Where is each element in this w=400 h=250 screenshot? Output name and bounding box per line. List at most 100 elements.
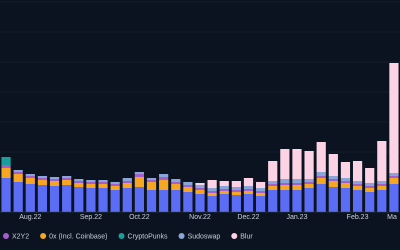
bar-segment (352, 184, 363, 186)
bar-segment (328, 154, 338, 176)
bar-segment (171, 182, 181, 184)
bar-segment (134, 172, 144, 174)
bar-segment (243, 178, 254, 186)
bar-segment (231, 195, 241, 212)
bar-segment (74, 183, 84, 187)
bar-segment (146, 190, 157, 212)
bar-segment (340, 188, 351, 212)
bar-segment (377, 181, 387, 184)
bar-segment (13, 174, 23, 182)
legend-label: Sudoswap (188, 233, 221, 240)
bar-segment (256, 193, 266, 196)
bar-segment (49, 177, 60, 179)
bar-segment (243, 194, 254, 212)
bar-segment (86, 188, 96, 212)
bar-segment (365, 168, 375, 183)
bar-segment (134, 187, 144, 212)
legend-label: CryptoPunks (127, 233, 168, 240)
bar-segment (268, 161, 278, 181)
bar-segment (207, 196, 217, 212)
bar-segment (98, 180, 108, 182)
bar-segment (195, 194, 205, 212)
bar-segment (25, 184, 35, 212)
bar-segment (49, 186, 60, 212)
bar-segment (243, 191, 254, 194)
bar-segment (316, 184, 326, 212)
bar-segment (207, 193, 217, 196)
bar-segment (1, 157, 11, 165)
bar-segment (159, 177, 169, 180)
bar-segment (74, 187, 84, 212)
bar-segment (134, 174, 144, 177)
bar-segment (243, 189, 254, 191)
bar-segment (268, 181, 278, 184)
bar-segment (231, 192, 241, 195)
bar-segment (231, 190, 241, 192)
bar-segment (280, 183, 290, 185)
bar-segment (316, 176, 326, 178)
bar-segment (25, 176, 35, 178)
bar-segment (280, 179, 290, 183)
bar-segment (74, 181, 84, 183)
bar-segment (377, 190, 387, 212)
x-tick-label: Sep.22 (80, 214, 102, 221)
legend-marker (40, 233, 47, 239)
bar-segment (243, 186, 254, 189)
bar-segment (86, 182, 96, 184)
legend-marker (118, 233, 125, 239)
bar-segment (340, 178, 351, 181)
bar-segment (377, 184, 387, 186)
bar-segment (304, 184, 314, 188)
bar-segment (231, 187, 241, 190)
bar-segment (256, 182, 266, 188)
bar-segment (219, 189, 229, 191)
bar-segment (219, 191, 229, 194)
bar-segment (13, 172, 23, 174)
bar-segment (62, 185, 72, 212)
bar-segment (268, 186, 278, 190)
bar-segment (340, 181, 351, 183)
legend-label: 0x (Incl. Coinbase) (49, 233, 107, 240)
bar-segment (25, 178, 35, 184)
bar-segment (365, 188, 375, 192)
bar-segment (86, 184, 96, 188)
bar-segment (49, 179, 60, 181)
bar-segment (171, 190, 181, 212)
bar-segment (146, 178, 157, 180)
bar-segment (195, 188, 205, 190)
bar-segment (37, 180, 48, 185)
bar-segment (352, 186, 363, 190)
bar-segment (159, 174, 169, 177)
bar-segment (62, 180, 72, 185)
bar-segment (195, 185, 205, 188)
bar-segment (219, 181, 229, 186)
bar-segment (328, 179, 338, 181)
bar-segment (292, 185, 302, 190)
bar-segment (171, 179, 181, 182)
bar-segment (292, 190, 302, 212)
bar-segment (377, 141, 387, 181)
bar-segment (316, 172, 326, 176)
bar-segment (207, 191, 217, 193)
x-tick-label: Ma (387, 214, 397, 221)
bar-segment (1, 178, 11, 212)
bar-segment (25, 174, 35, 176)
bar-segment (268, 184, 278, 186)
bar-segment (49, 181, 60, 186)
bar-segment (13, 170, 23, 172)
bar-segment (389, 178, 399, 184)
bar-segment (110, 184, 120, 186)
bar-segment (389, 63, 399, 173)
bar-segment (365, 192, 375, 212)
bar-segment (389, 176, 399, 178)
bar-segment (110, 182, 120, 184)
x-tick-label: Nov.22 (189, 214, 211, 221)
legend-marker (178, 233, 185, 239)
bar-segment (316, 178, 326, 184)
bar-segment (183, 192, 193, 212)
bar-segment (304, 182, 314, 184)
bar-segment (37, 185, 48, 212)
bar-segment (122, 183, 132, 188)
